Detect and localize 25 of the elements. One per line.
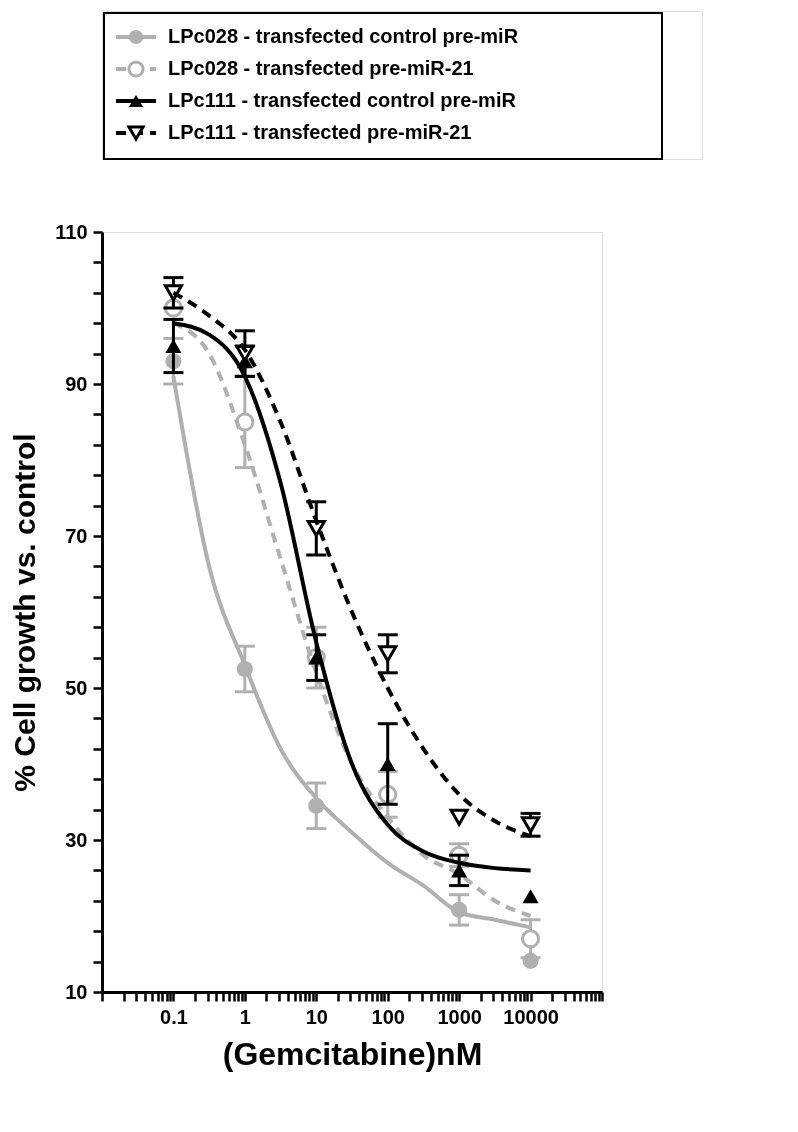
y-tick-label: 10 <box>65 980 88 1003</box>
point <box>521 929 541 949</box>
x-tick-label: 100 <box>371 1005 405 1028</box>
y-tick-label: 30 <box>65 828 88 851</box>
y-axis-title: % Cell growth vs. control <box>8 433 42 792</box>
legend-label: LPc111 - transfected control pre-miR <box>168 89 517 111</box>
y-tick-label: 90 <box>65 372 88 395</box>
x-tick-label: 10000 <box>503 1005 559 1028</box>
point <box>165 339 182 353</box>
x-axis-title: (Gemcitabine)nM <box>222 1035 483 1072</box>
y-tick-label: 50 <box>65 676 88 699</box>
point <box>449 808 469 826</box>
x-tick-label: 1000 <box>437 1005 482 1028</box>
point <box>378 645 398 663</box>
y-tick-label: 110 <box>55 220 88 243</box>
legend-label: LPc028 - transfected control pre-miR <box>168 25 519 47</box>
y-tick-label: 70 <box>65 524 88 547</box>
x-tick-label: 1 <box>239 1005 251 1028</box>
x-tick-label: 10 <box>305 1005 328 1028</box>
x-tick-label: 0.1 <box>160 1005 188 1028</box>
legend-label: LPc028 - transfected pre-miR-21 <box>168 57 474 79</box>
legend-label: LPc111 - transfected pre-miR-21 <box>168 121 472 143</box>
point <box>451 863 468 878</box>
point <box>379 757 396 771</box>
point <box>522 889 539 904</box>
